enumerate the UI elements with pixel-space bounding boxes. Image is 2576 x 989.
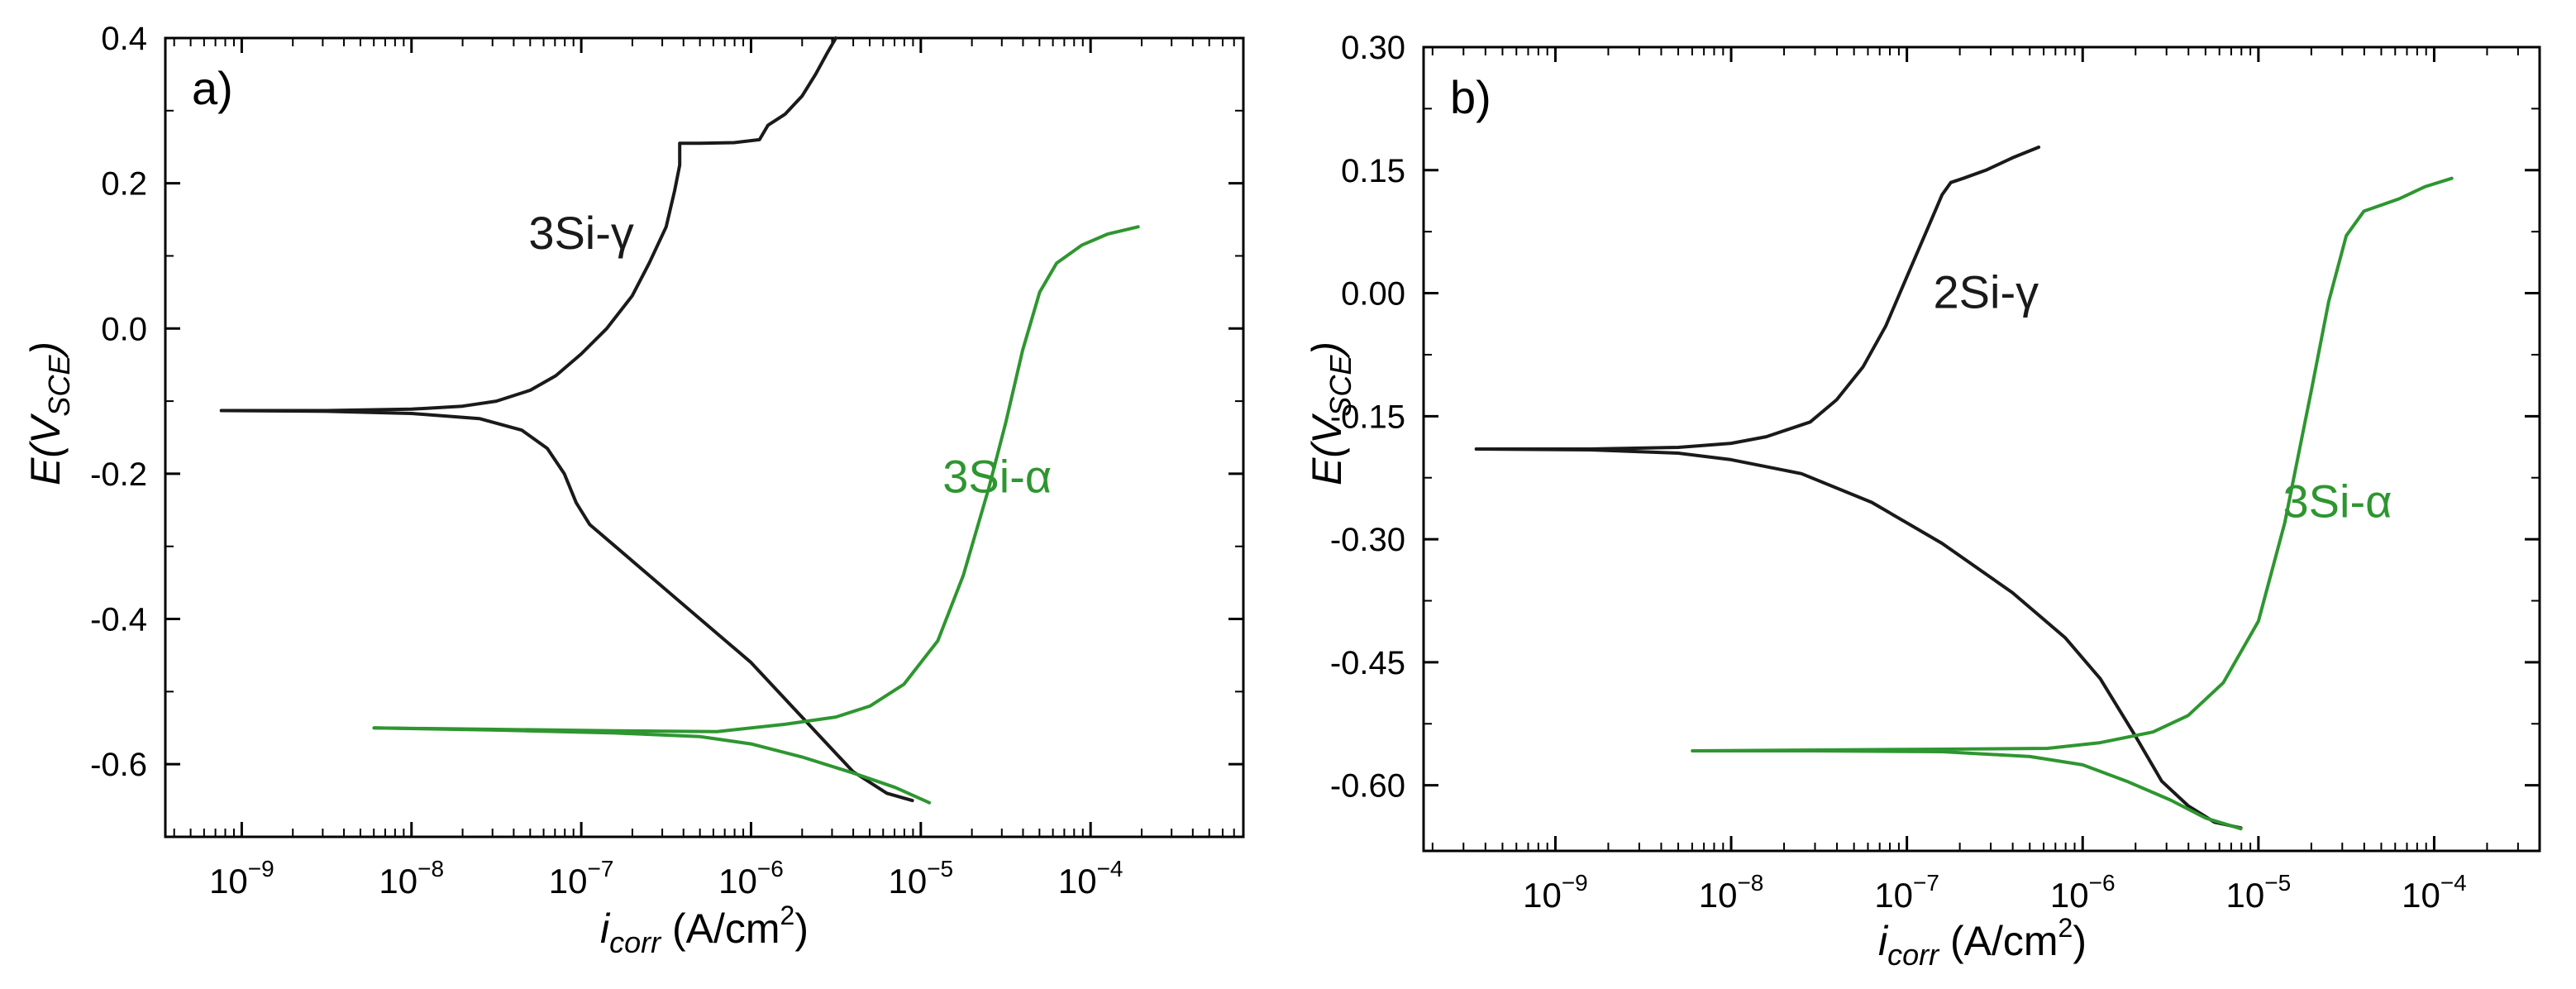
series-line-anodic bbox=[1691, 176, 2454, 752]
series-line-anodic bbox=[1474, 146, 2041, 451]
y-tick-label: -0.4 bbox=[90, 602, 147, 638]
series-label: 3Si-α bbox=[942, 450, 1052, 502]
x-axis-label: icorr (A/cm2) bbox=[1878, 913, 2087, 972]
x-tick-label: 10−6 bbox=[718, 856, 784, 901]
panel-label: b) bbox=[1450, 71, 1491, 123]
x-tick-label: 10−4 bbox=[2402, 870, 2467, 915]
series-line-cathodic bbox=[1691, 749, 2243, 831]
x-tick-label: 10−8 bbox=[379, 856, 444, 901]
y-axis-label: E(VSCE) bbox=[22, 342, 76, 485]
x-tick-label: 10−7 bbox=[549, 856, 614, 901]
y-tick-label: 0.4 bbox=[101, 21, 147, 57]
x-axis-label: icorr (A/cm2) bbox=[600, 901, 809, 959]
y-tick-label: -0.15 bbox=[1330, 399, 1405, 435]
x-tick-label: 10−5 bbox=[2226, 870, 2292, 915]
y-tick-label: 0.30 bbox=[1341, 30, 1405, 66]
x-tick-label: 10−7 bbox=[1874, 870, 1939, 915]
y-tick-label: -0.45 bbox=[1330, 645, 1405, 681]
x-tick-label: 10−5 bbox=[888, 856, 953, 901]
y-axis-label: E(VSCE) bbox=[1304, 342, 1357, 485]
x-tick-label: 10−9 bbox=[209, 856, 274, 901]
y-tick-label: -0.30 bbox=[1330, 522, 1405, 558]
plot-frame bbox=[1422, 45, 2541, 853]
x-tick-label: 10−8 bbox=[1699, 870, 1764, 915]
y-tick-label: -0.6 bbox=[90, 747, 147, 783]
series-label: 2Si-γ bbox=[1934, 266, 2039, 318]
x-tick-label: 10−4 bbox=[1058, 856, 1123, 901]
y-tick-label: -0.60 bbox=[1330, 768, 1405, 805]
plot-frame bbox=[164, 36, 1245, 838]
series-label: 3Si-α bbox=[2283, 475, 2392, 527]
x-tick-label: 10−6 bbox=[2050, 870, 2116, 915]
y-tick-label: 0.00 bbox=[1341, 276, 1405, 313]
series-line-cathodic bbox=[1474, 447, 2243, 830]
x-tick-label: 10−9 bbox=[1523, 870, 1588, 915]
panel-label: a) bbox=[192, 62, 233, 114]
series-line-anodic bbox=[219, 36, 838, 413]
y-tick-label: -0.2 bbox=[90, 456, 147, 493]
chart-panel-a: 0.4 0.2 0.0 -0.2 -0.4 -0.6 10−9 10−8 10−7 10−6 10−… bbox=[22, 21, 1245, 959]
series-line-cathodic bbox=[219, 408, 914, 803]
series-line-cathodic bbox=[372, 726, 932, 805]
y-tick-label: 0.0 bbox=[101, 311, 147, 347]
chart-panel-b: 0.30 0.15 0.00 -0.15 -0.30 -0.45 -0.60 10−9 10−8… bbox=[1304, 30, 2541, 972]
y-tick-label: 0.2 bbox=[101, 166, 147, 203]
series-label: 3Si-γ bbox=[528, 207, 634, 259]
y-tick-label: 0.15 bbox=[1341, 153, 1405, 189]
series-line-anodic bbox=[372, 225, 1140, 733]
